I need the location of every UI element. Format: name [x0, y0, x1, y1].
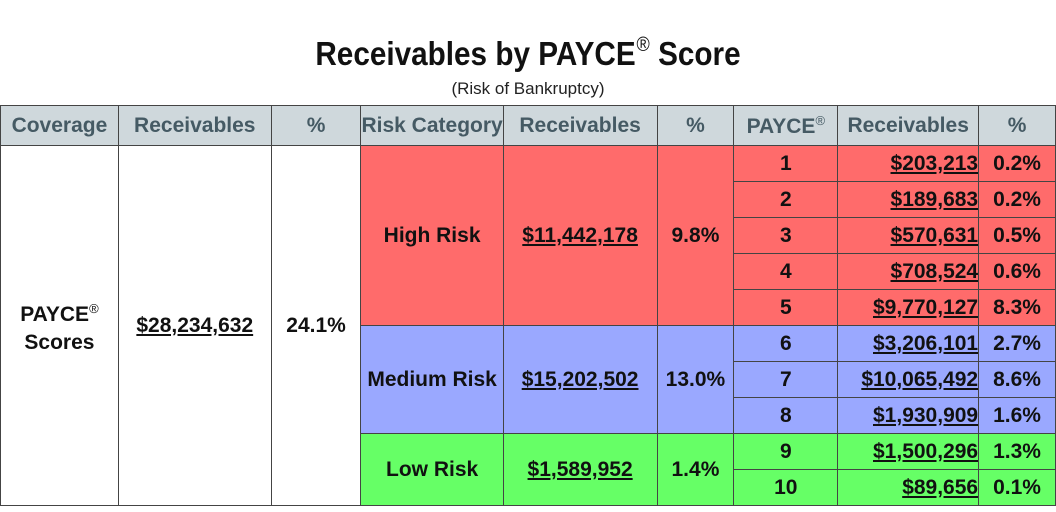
score-cell: 5: [733, 289, 839, 326]
category-low-receivables-cell: $1,589,952: [502, 433, 658, 506]
page-title: Receivables by PAYCE® Score: [53, 34, 1003, 73]
score-percent: 0.6%: [978, 253, 1056, 290]
score-receivables-link[interactable]: $570,631: [890, 223, 979, 247]
score-receivables-link[interactable]: $3,206,101: [873, 331, 979, 355]
score-percent: 8.3%: [978, 289, 1056, 326]
score-percent: 1.3%: [978, 433, 1056, 470]
score-cell: 1: [733, 145, 839, 182]
title-suffix: Score: [649, 35, 741, 72]
header-score-percent[interactable]: %: [978, 105, 1056, 146]
score-receivables-link[interactable]: $1,930,909: [873, 403, 979, 427]
coverage-label: PAYCE: [20, 302, 90, 326]
page-subtitle: (Risk of Bankruptcy): [451, 79, 605, 98]
category-medium-risk: Medium Risk: [360, 325, 504, 434]
score-percent: 0.1%: [978, 469, 1056, 506]
score-cell: 3: [733, 217, 839, 254]
category-low-risk: Low Risk: [360, 433, 504, 506]
score-receivables-link[interactable]: $708,524: [890, 259, 979, 283]
score-percent: 0.2%: [978, 181, 1056, 218]
score-receivables-link[interactable]: $10,065,492: [861, 367, 979, 391]
coverage-label-line2: Scores: [24, 330, 95, 354]
score-percent: 8.6%: [978, 361, 1056, 398]
score-cell: 2: [733, 181, 839, 218]
category-medium-receivables-cell: $15,202,502: [502, 325, 658, 434]
table-row: 8 $1,930,909 1.6%: [1, 397, 1056, 434]
score-receivables-link[interactable]: $189,683: [890, 187, 979, 211]
score-receivables-cell: $9,770,127: [837, 289, 980, 326]
score-receivables-link[interactable]: $9,770,127: [873, 295, 979, 319]
table-row: 4 $708,524 0.6%: [1, 253, 1056, 290]
score-receivables-cell: $3,206,101: [837, 325, 980, 362]
category-low-percent: 1.4%: [656, 433, 735, 506]
score-receivables-link[interactable]: $89,656: [902, 475, 979, 499]
coverage-cell: PAYCE® Scores: [0, 145, 119, 506]
coverage-mark: ®: [89, 300, 99, 316]
category-medium-receivables-link[interactable]: $15,202,502: [521, 367, 639, 391]
score-receivables-cell: $203,213: [837, 145, 980, 182]
table-row: 3 $570,631 0.5%: [1, 217, 1056, 254]
table-row: 7 $10,065,492 8.6%: [1, 361, 1056, 398]
score-cell: 4: [733, 253, 839, 290]
table-row: Low Risk $1,589,952 1.4% 9 $1,500,296 1.…: [1, 433, 1056, 506]
score-percent: 0.5%: [978, 217, 1056, 254]
header-receivables[interactable]: Receivables: [117, 105, 272, 146]
score-cell: 7: [733, 361, 839, 398]
category-high-receivables-cell: $11,442,178: [502, 145, 658, 326]
score-cell: 9: [733, 433, 839, 470]
table-row: 5 $9,770,127 8.3%: [1, 289, 1056, 326]
category-high-percent: 9.8%: [656, 145, 735, 326]
receivables-table: Coverage Receivables % Risk Category Rec…: [0, 105, 1056, 506]
score-cell: 8: [733, 397, 839, 434]
category-medium-percent: 13.0%: [656, 325, 735, 434]
table-row: 2 $189,683 0.2%: [1, 181, 1056, 218]
table-row: PAYCE® Scores $28,234,632 24.1% High Risk…: [0, 145, 1056, 506]
score-percent: 1.6%: [978, 397, 1056, 434]
score-receivables-cell: $570,631: [837, 217, 980, 254]
score-receivables-cell: $708,524: [837, 253, 980, 290]
score-receivables-cell: $1,930,909: [837, 397, 980, 434]
category-low-receivables-link[interactable]: $1,589,952: [527, 457, 633, 481]
header-payce-label: PAYCE: [746, 114, 816, 138]
score-receivables-link[interactable]: $1,500,296: [873, 439, 979, 463]
score-receivables-cell: $1,500,296: [837, 433, 980, 470]
coverage-receivables-link[interactable]: $28,234,632: [136, 313, 254, 337]
score-cell: 6: [733, 325, 839, 362]
table-row: 10 $89,656 0.1%: [1, 469, 1056, 506]
score-receivables-cell: $189,683: [837, 181, 980, 218]
header-payce-mark: ®: [815, 112, 826, 128]
header-category-percent[interactable]: %: [656, 105, 735, 146]
score-receivables-cell: $10,065,492: [837, 361, 980, 398]
score-percent: 2.7%: [978, 325, 1056, 362]
category-high-risk: High Risk: [360, 145, 504, 326]
header-score-receivables[interactable]: Receivables: [837, 105, 980, 146]
title-registered-mark: ®: [636, 34, 650, 56]
score-receivables-cell: $89,656: [837, 469, 980, 506]
title-text: Receivables by PAYCE: [315, 35, 636, 72]
coverage-percent: 24.1%: [270, 145, 362, 506]
score-percent: 0.2%: [978, 145, 1056, 182]
table-row: Medium Risk $15,202,502 13.0% 6 $3,206,1…: [1, 325, 1056, 434]
score-receivables-link[interactable]: $203,213: [890, 151, 979, 175]
score-cell: 10: [733, 469, 839, 506]
header-risk-category[interactable]: Risk Category: [360, 105, 504, 146]
header-row: Coverage Receivables % Risk Category Rec…: [0, 105, 1056, 146]
header-coverage[interactable]: Coverage: [0, 105, 119, 146]
header-payce[interactable]: PAYCE®: [733, 105, 839, 146]
header-percent[interactable]: %: [270, 105, 362, 146]
coverage-receivables-cell: $28,234,632: [117, 145, 272, 506]
header-category-receivables[interactable]: Receivables: [502, 105, 658, 146]
category-high-receivables-link[interactable]: $11,442,178: [522, 223, 638, 247]
